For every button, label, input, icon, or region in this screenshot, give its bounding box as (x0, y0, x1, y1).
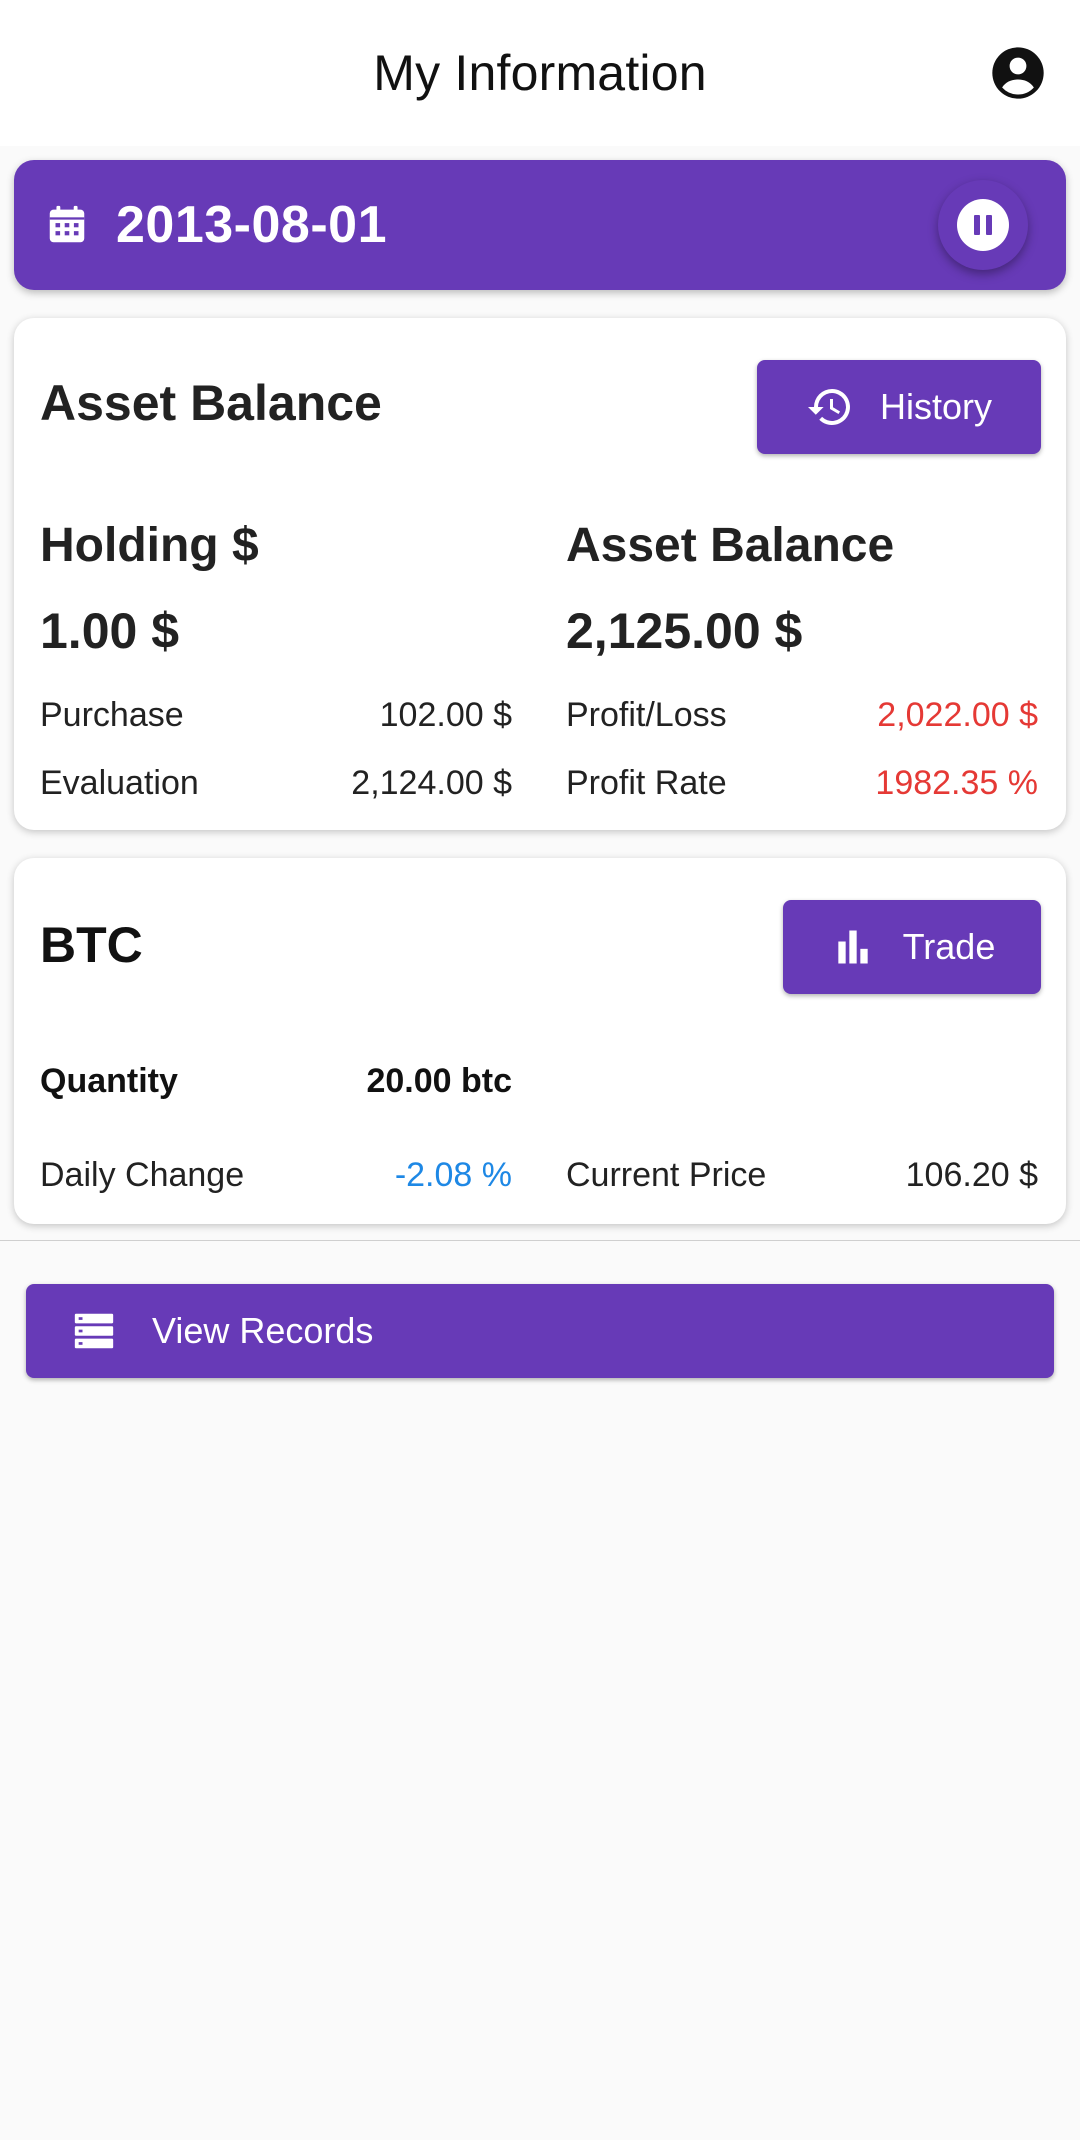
app-bar: My Information (0, 0, 1080, 146)
evaluation-value: 2,124.00 $ (351, 764, 512, 802)
current-price-row: Current Price 106.20 $ (566, 1156, 1038, 1195)
daily-change-value: -2.08 % (394, 1156, 512, 1194)
purchase-row: Purchase 102.00 $ (40, 696, 512, 735)
btc-card: BTC Trade Quantity 20.00 btc Daily Chang… (14, 858, 1066, 1224)
quantity-row: Quantity 20.00 btc (40, 1062, 512, 1101)
trade-button[interactable]: Trade (783, 900, 1041, 994)
profit-loss-row: Profit/Loss 2,022.00 $ (566, 696, 1038, 735)
trade-button-label: Trade (902, 926, 996, 967)
history-button-label: History (879, 386, 992, 427)
btc-card-title: BTC (40, 917, 143, 973)
daily-change-row: Daily Change -2.08 % (40, 1156, 512, 1195)
bar-chart-icon (829, 923, 877, 971)
profit-rate-value: 1982.35 % (875, 764, 1038, 802)
daily-change-label: Daily Change (40, 1156, 245, 1194)
list-icon (70, 1307, 118, 1355)
divider (0, 1240, 1080, 1241)
profit-loss-value: 2,022.00 $ (877, 696, 1038, 734)
history-button[interactable]: History (757, 360, 1041, 454)
current-price-label: Current Price (566, 1156, 767, 1194)
profit-rate-label: Profit Rate (566, 764, 727, 802)
calendar-icon (44, 202, 90, 248)
current-date: 2013-08-01 (116, 196, 387, 254)
account-button[interactable] (990, 45, 1046, 101)
purchase-value: 102.00 $ (379, 696, 512, 734)
page-title: My Information (373, 45, 707, 101)
asset-balance-card: Asset Balance History Holding $ 1.00 $ P… (14, 318, 1066, 830)
evaluation-label: Evaluation (40, 764, 199, 802)
asset-balance-heading: Asset Balance (566, 519, 895, 572)
asset-card-title: Asset Balance (40, 375, 382, 431)
date-banner: 2013-08-01 (14, 160, 1066, 290)
view-records-button[interactable]: View Records (26, 1284, 1054, 1378)
asset-balance-value: 2,125.00 $ (566, 603, 803, 659)
holding-heading: Holding $ (40, 519, 259, 572)
account-circle-icon (992, 47, 1044, 99)
pause-icon (957, 199, 1009, 251)
view-records-label: View Records (152, 1310, 374, 1351)
quantity-label: Quantity (40, 1062, 178, 1100)
profit-loss-label: Profit/Loss (566, 696, 727, 734)
evaluation-row: Evaluation 2,124.00 $ (40, 764, 512, 803)
pause-button[interactable] (938, 180, 1028, 270)
history-icon (806, 383, 854, 431)
holding-value: 1.00 $ (40, 603, 180, 659)
current-price-value: 106.20 $ (905, 1156, 1038, 1194)
profit-rate-row: Profit Rate 1982.35 % (566, 764, 1038, 803)
quantity-value: 20.00 btc (366, 1062, 512, 1100)
purchase-label: Purchase (40, 696, 184, 734)
